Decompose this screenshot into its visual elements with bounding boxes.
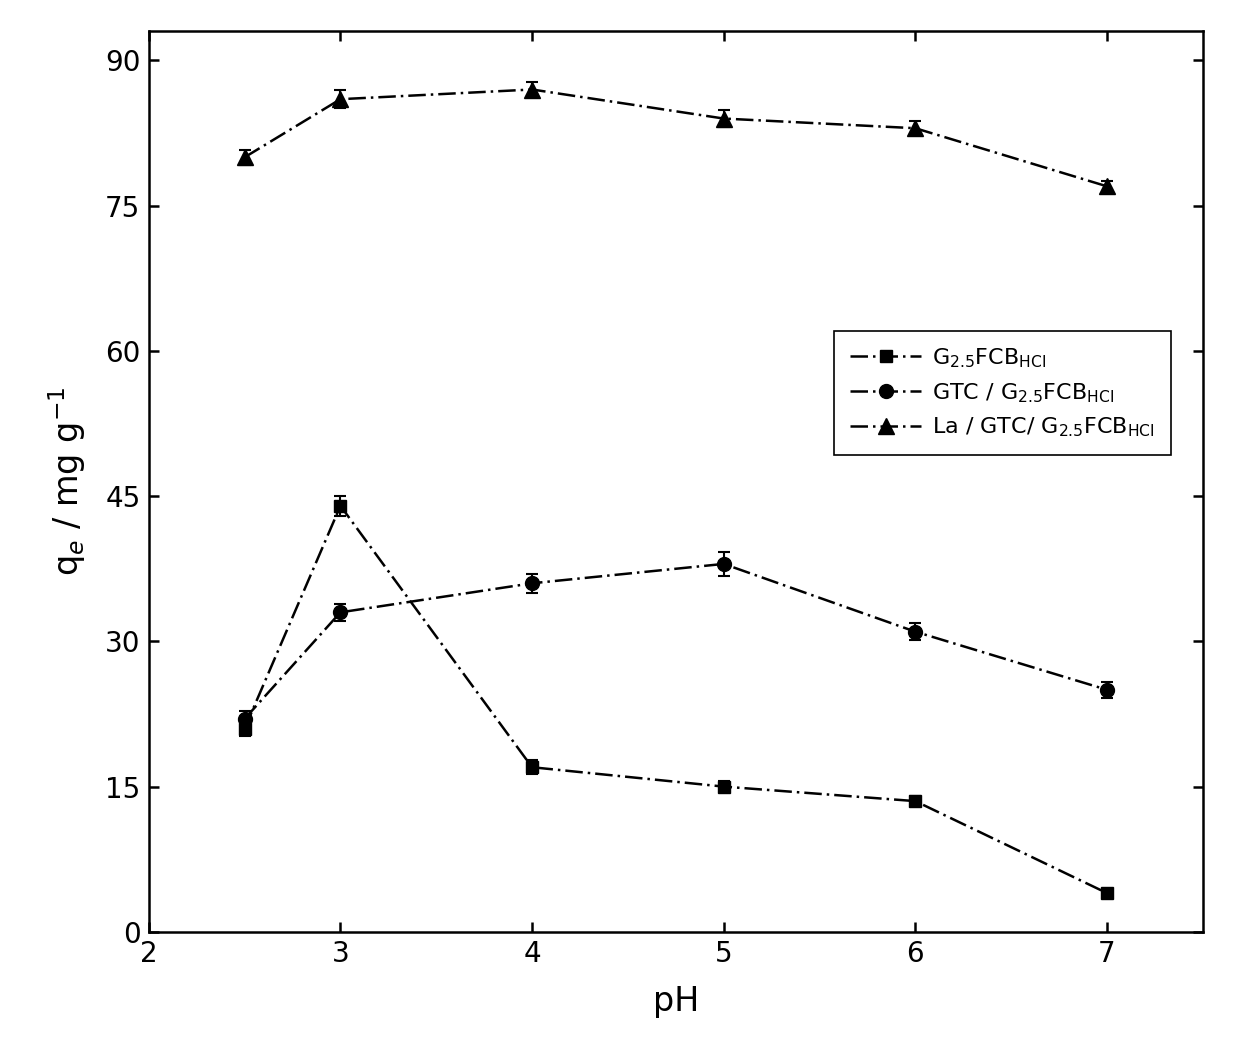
X-axis label: pH: pH [652, 985, 699, 1018]
Legend: G$_{2.5}$FCB$_{\mathregular{HCl}}$, GTC / G$_{2.5}$FCB$_{\mathregular{HCl}}$, La: G$_{2.5}$FCB$_{\mathregular{HCl}}$, GTC … [835, 331, 1171, 454]
Y-axis label: q$_e$ / mg g$^{-1}$: q$_e$ / mg g$^{-1}$ [46, 387, 88, 576]
